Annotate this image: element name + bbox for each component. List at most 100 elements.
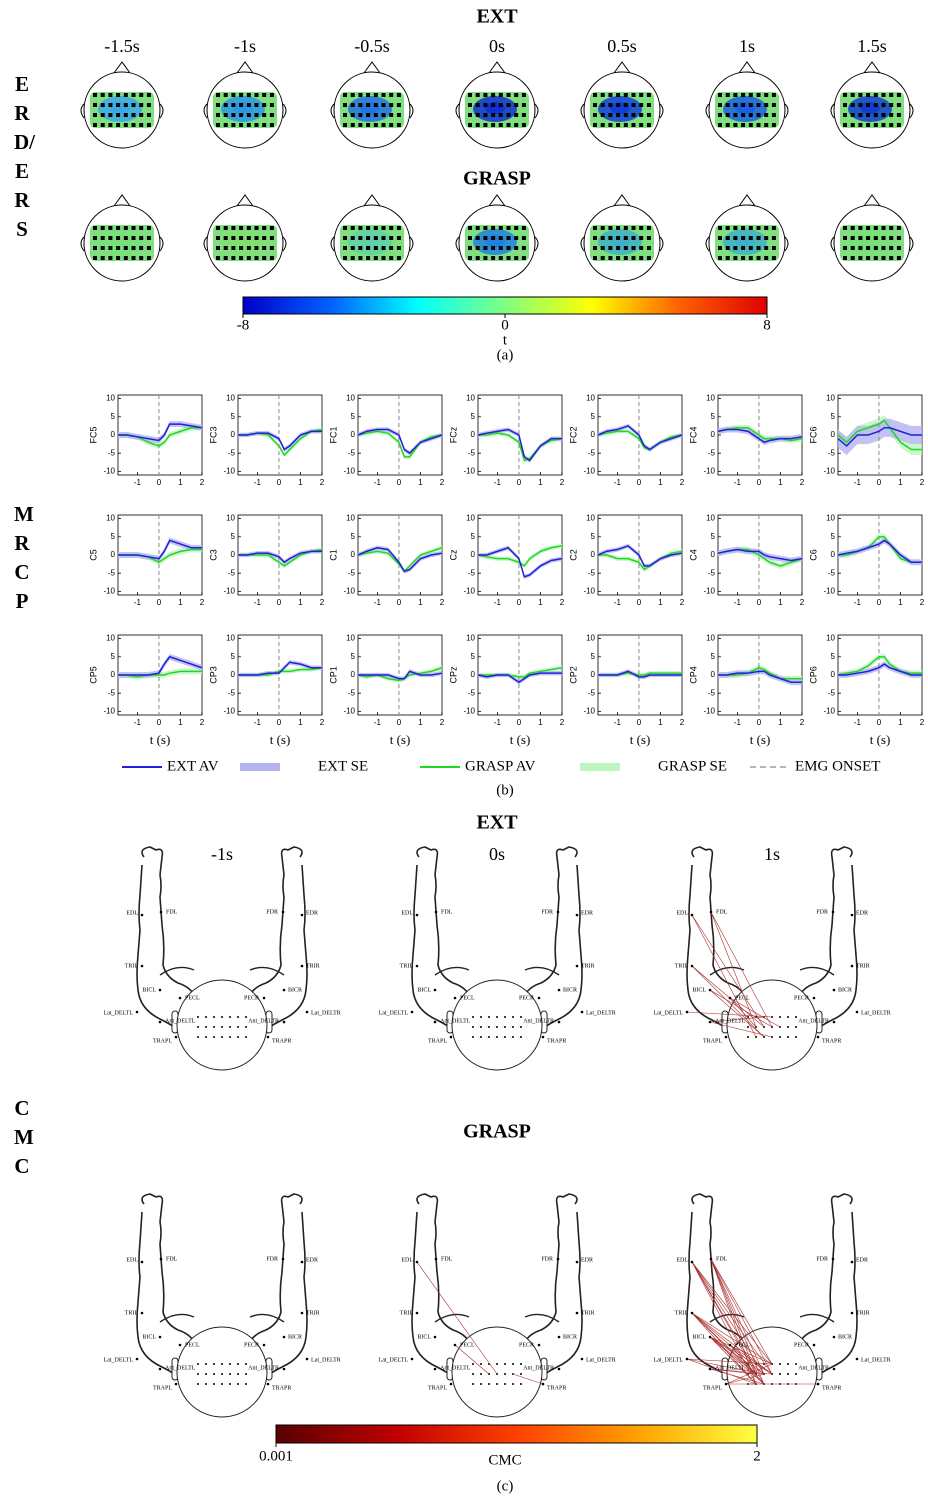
electrode — [748, 93, 753, 97]
time-label: 0s — [489, 844, 505, 864]
electrode — [623, 226, 628, 230]
colorbar-label: CMC — [488, 1452, 521, 1468]
x-tick-label: 1 — [538, 598, 543, 607]
electrode — [795, 1026, 797, 1028]
muscle-site — [281, 1257, 285, 1261]
x-tick-label: -1 — [374, 718, 382, 727]
electrode — [779, 1363, 781, 1365]
cmc-link — [709, 1016, 765, 1023]
time-label: 0s — [489, 36, 505, 56]
head-ear — [282, 236, 287, 252]
x-tick-label: 1 — [178, 718, 183, 727]
y-tick-label: 10 — [826, 634, 835, 643]
y-tick-label: -5 — [588, 688, 596, 697]
y-tick-label: -5 — [108, 688, 116, 697]
cmc-link — [709, 1336, 773, 1375]
electrode — [231, 93, 236, 97]
muscle-site — [580, 1357, 584, 1361]
electrode — [245, 1036, 247, 1038]
electrode — [246, 93, 251, 97]
head — [451, 979, 543, 1071]
electrode — [223, 113, 228, 117]
x-tick-label: 1 — [418, 478, 423, 487]
electrode — [631, 226, 636, 230]
arm — [136, 1193, 195, 1391]
panel-title: EXT — [476, 6, 518, 28]
head-nose — [738, 194, 756, 207]
electrode — [520, 1036, 522, 1038]
muscle-site — [557, 988, 561, 992]
y-tick-label: 10 — [706, 634, 715, 643]
electrode — [93, 93, 97, 97]
electrode — [108, 246, 113, 250]
electrode — [646, 236, 651, 240]
muscle-label: PECL — [460, 995, 475, 1001]
cmc-link — [512, 1373, 544, 1385]
cmc-link — [710, 1258, 765, 1375]
electrode — [889, 226, 894, 230]
muscle-site — [685, 1010, 689, 1014]
head — [726, 979, 818, 1071]
muscle-site — [300, 1311, 304, 1315]
electrode — [843, 236, 847, 240]
electrode — [229, 1016, 231, 1018]
electrode — [843, 123, 847, 127]
muscle-site — [832, 988, 836, 992]
muscle-label: FDL — [716, 1256, 728, 1262]
electrode — [139, 256, 144, 260]
electrode — [718, 123, 722, 127]
muscle-label: Lat_DELTL — [104, 1010, 134, 1016]
ext-average — [717, 428, 803, 444]
head-nose — [113, 194, 131, 207]
electrode — [600, 123, 605, 127]
muscle-site — [305, 1357, 309, 1361]
muscle-label: EDL — [676, 1257, 688, 1263]
electrode — [843, 226, 847, 230]
electrode — [254, 236, 259, 240]
chest-line — [799, 966, 835, 976]
electrode — [850, 226, 855, 230]
legend-label: GRASP AV — [465, 758, 536, 774]
head-ear — [80, 236, 85, 252]
chest-line — [249, 1313, 285, 1323]
chest-line — [524, 966, 560, 976]
electrode — [472, 1036, 474, 1038]
legend-label: EXT SE — [318, 758, 368, 774]
muscle-label: FDL — [441, 1256, 453, 1262]
electrode — [358, 93, 363, 97]
electrode — [506, 103, 511, 107]
electrode — [269, 246, 274, 250]
muscle-site — [174, 1035, 178, 1039]
electrode — [197, 1016, 199, 1018]
arm-outline — [141, 1193, 195, 1343]
muscle-label: BICL — [692, 1334, 706, 1340]
electrode — [480, 1373, 482, 1375]
topomap — [705, 61, 789, 149]
electrode — [858, 256, 863, 260]
electrode — [600, 226, 605, 230]
cmc-link — [729, 997, 781, 1028]
x-tick-label: -1 — [254, 598, 262, 607]
chest-line — [159, 1313, 195, 1323]
electrode — [396, 113, 401, 117]
channel-label: FC3 — [208, 426, 218, 443]
electrode — [381, 123, 386, 127]
muscle-label: BICL — [417, 1334, 431, 1340]
electrode — [623, 113, 628, 117]
electrode — [108, 236, 113, 240]
electrode — [239, 246, 244, 250]
electrode — [616, 93, 621, 97]
panel-title: GRASP — [463, 168, 531, 190]
muscle-label: TRIL — [400, 1310, 414, 1316]
arm — [136, 846, 195, 1044]
electrode — [475, 93, 480, 97]
arm-outline — [416, 846, 470, 996]
x-tick-label: 2 — [440, 598, 445, 607]
y-tick-label: -5 — [588, 568, 596, 577]
electrode — [269, 113, 274, 117]
electrode — [866, 103, 871, 107]
x-tick-label: 2 — [200, 598, 205, 607]
muscle-label: EDR — [856, 910, 868, 916]
arm-outline — [411, 1211, 468, 1391]
electrode — [600, 103, 605, 107]
